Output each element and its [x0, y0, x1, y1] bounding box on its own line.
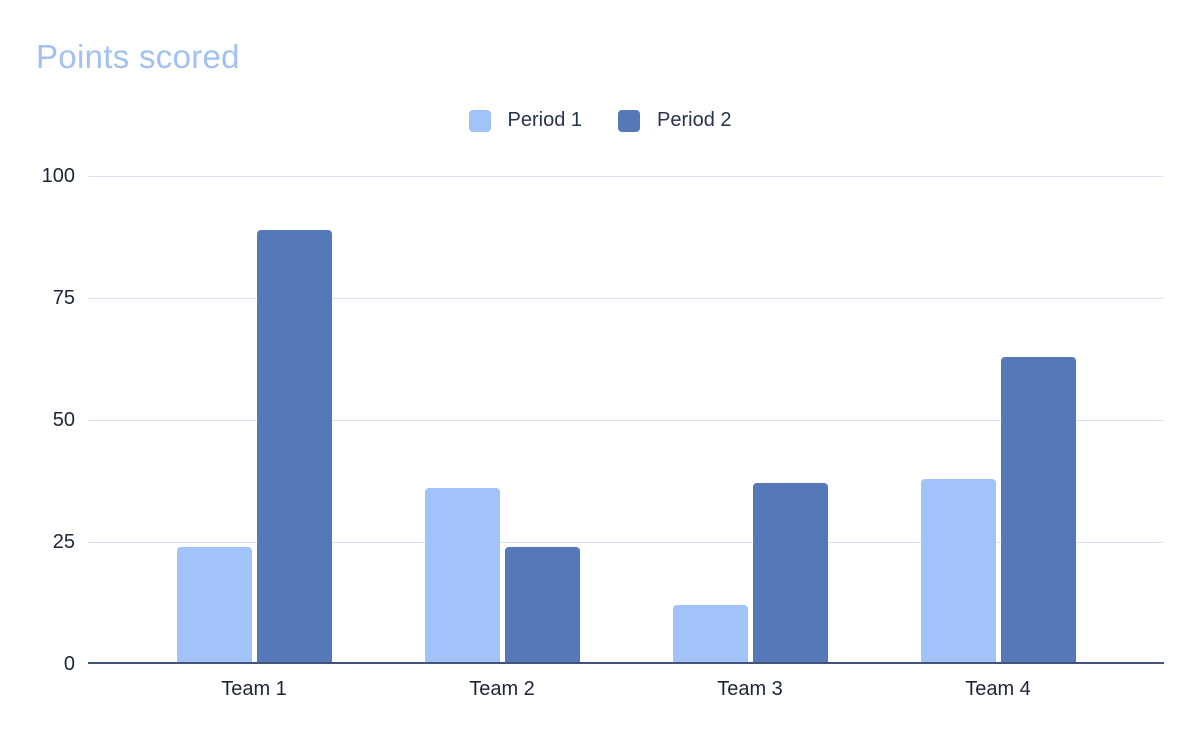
legend-swatch-period-2 — [618, 109, 640, 132]
legend-item-period-2[interactable]: Period 2 — [618, 109, 732, 132]
gridline — [88, 298, 1163, 299]
x-axis: Team 1 Team 2 Team 3 Team 4 — [130, 678, 1122, 701]
gridline — [88, 420, 1163, 421]
legend-label: Period 1 — [507, 109, 583, 131]
bar-group-team-2 — [378, 176, 626, 664]
bar-team-2-period-1[interactable] — [424, 488, 500, 664]
x-axis-line — [88, 662, 1164, 664]
legend-swatch-period-1 — [468, 109, 491, 132]
x-tick-label-team-2: Team 2 — [469, 678, 535, 700]
y-tick-label: 25 — [52, 531, 75, 553]
bar-team-3-period-2[interactable] — [752, 483, 828, 664]
legend-item-period-1[interactable]: Period 1 — [468, 109, 583, 132]
y-tick-label: 0 — [63, 653, 75, 675]
bar-team-2-period-2[interactable] — [504, 546, 580, 664]
bar-team-4-period-2[interactable] — [1000, 356, 1076, 664]
chart-legend: Period 1 Period 2 — [0, 109, 1200, 132]
y-tick-label: 75 — [52, 287, 75, 309]
x-tick-label-team-3: Team 3 — [717, 678, 783, 700]
legend-label: Period 2 — [657, 109, 732, 131]
x-tick-label-team-1: Team 1 — [221, 678, 287, 700]
bar-team-1-period-2[interactable] — [256, 229, 332, 664]
chart-title: Points scored — [36, 38, 240, 75]
bar-team-1-period-1[interactable] — [176, 546, 252, 664]
bar-team-4-period-1[interactable] — [920, 478, 996, 664]
bar-group-team-4 — [874, 176, 1122, 664]
x-tick-label-team-4: Team 4 — [965, 678, 1031, 700]
bars-area — [130, 176, 1122, 664]
gridline — [88, 176, 1163, 177]
y-tick-label: 50 — [52, 409, 75, 431]
y-tick-label: 100 — [41, 165, 75, 187]
plot-area — [88, 176, 1163, 664]
gridline — [88, 542, 1163, 543]
bar-group-team-3 — [626, 176, 874, 664]
y-axis: 0 25 50 75 100 — [0, 165, 75, 675]
bar-team-3-period-1[interactable] — [672, 605, 748, 664]
bar-group-team-1 — [130, 176, 378, 664]
